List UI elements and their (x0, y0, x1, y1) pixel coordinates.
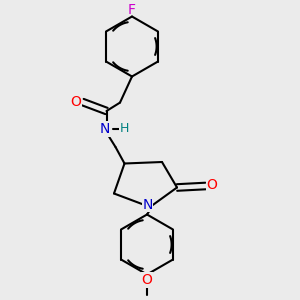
Text: O: O (142, 273, 152, 287)
Text: O: O (70, 95, 81, 109)
Text: F: F (128, 3, 136, 17)
Text: N: N (100, 122, 110, 136)
Text: N: N (142, 198, 153, 212)
Text: H: H (120, 122, 129, 135)
Text: O: O (207, 178, 218, 192)
